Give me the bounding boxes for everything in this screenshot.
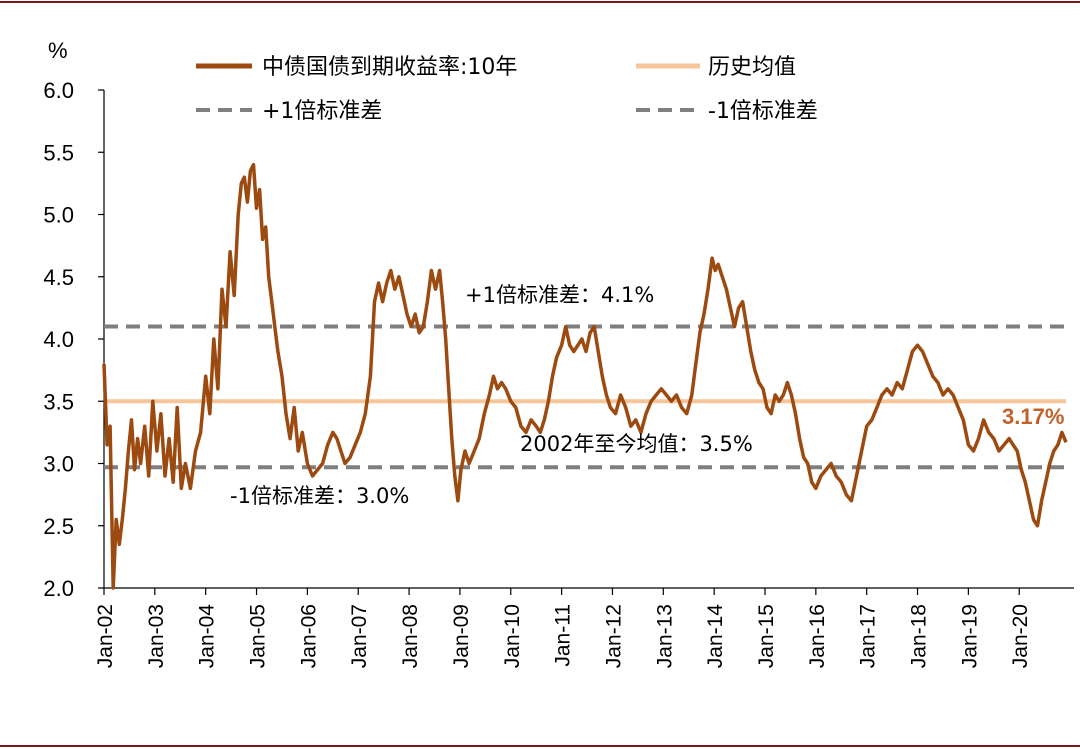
x-tick-label: Jan-20 [1009, 604, 1032, 668]
x-tick-label: Jan-11 [552, 604, 575, 667]
y-tick-label: 5.0 [43, 203, 74, 228]
y-tick-label: 5.5 [43, 140, 74, 165]
y-axis-ticks: 2.0 2.5 3.0 3.5 4.0 4.5 5.0 5.5 6.0 [43, 78, 104, 601]
x-tick-label: Jan-18 [908, 604, 931, 668]
x-tick-label: Jan-15 [755, 604, 778, 668]
legend-label-mean: 历史均值 [708, 55, 796, 80]
x-tick-label: Jan-13 [653, 604, 676, 668]
x-tick-label: Jan-07 [348, 604, 371, 668]
minus-std-annotation: -1倍标准差：3.0% [230, 484, 409, 508]
x-tick-label: Jan-09 [450, 604, 473, 668]
last-value-label: 3.17% [1002, 404, 1064, 429]
x-tick-label: Jan-19 [958, 604, 981, 668]
x-tick-label: Jan-17 [857, 604, 880, 668]
x-tick-label: Jan-04 [196, 604, 219, 669]
y-unit-label: % [48, 38, 68, 63]
legend-label-yield: 中债国债到期收益率:10年 [262, 55, 517, 80]
x-tick-label: Jan-10 [501, 604, 524, 668]
legend-label-minus-std: -1倍标准差 [708, 99, 818, 124]
plus-std-annotation: +1倍标准差：4.1% [465, 283, 654, 307]
y-tick-label: 2.0 [43, 576, 74, 601]
x-tick-label: Jan-03 [145, 604, 168, 668]
mean-annotation: 2002年至今均值：3.5% [520, 432, 753, 456]
x-tick-label: Jan-02 [94, 604, 117, 668]
x-tick-label: Jan-14 [704, 604, 727, 669]
x-tick-label: Jan-12 [602, 604, 625, 668]
yield-series-line [102, 162, 1068, 590]
x-tick-label: Jan-06 [297, 604, 320, 668]
x-tick-label: Jan-16 [806, 604, 829, 668]
y-tick-label: 4.0 [43, 327, 74, 352]
y-tick-label: 3.0 [43, 452, 74, 477]
x-tick-label: Jan-08 [399, 604, 422, 668]
y-tick-label: 3.5 [43, 389, 74, 414]
y-tick-label: 4.5 [43, 265, 74, 290]
legend-label-plus-std: +1倍标准差 [262, 99, 382, 124]
x-axis-ticks: Jan-02 Jan-03 Jan-04 Jan-05 Jan-06 Jan-07 Jan-… [94, 588, 1032, 668]
y-tick-label: 2.5 [43, 514, 74, 539]
legend: 中债国债到期收益率:10年 历史均值 +1倍标准差 -1倍标准差 [196, 55, 818, 124]
x-tick-label: Jan-05 [247, 604, 270, 668]
y-tick-label: 6.0 [43, 78, 74, 103]
